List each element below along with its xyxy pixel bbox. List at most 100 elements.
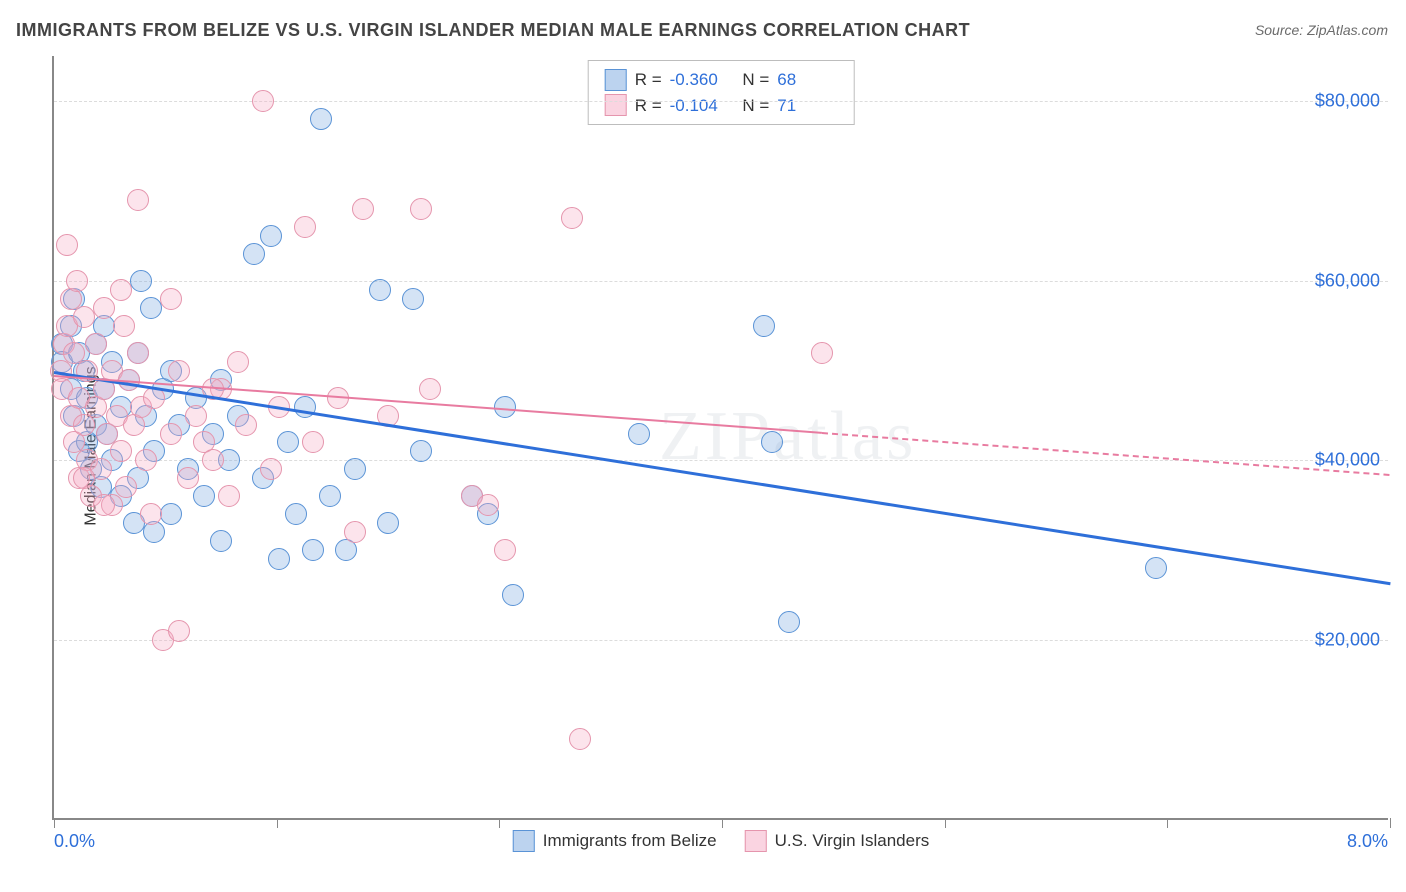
plot-area: ZIPatlas R = -0.360 N = 68R = -0.104 N =… [52, 56, 1388, 820]
scatter-point-belize [1145, 557, 1167, 579]
scatter-point-belize [494, 396, 516, 418]
scatter-point-usvi [344, 521, 366, 543]
x-tick [277, 818, 278, 828]
scatter-point-belize [160, 503, 182, 525]
scatter-point-usvi [115, 476, 137, 498]
series-legend-label: Immigrants from Belize [543, 831, 717, 851]
scatter-point-usvi [352, 198, 374, 220]
scatter-point-belize [260, 225, 282, 247]
legend-n-value: 71 [777, 93, 837, 119]
correlation-legend-row: R = -0.104 N = 71 [605, 93, 838, 119]
scatter-point-usvi [419, 378, 441, 400]
scatter-point-belize [193, 485, 215, 507]
scatter-point-usvi [73, 306, 95, 328]
legend-r-label: R = [635, 67, 662, 93]
correlation-legend-row: R = -0.360 N = 68 [605, 67, 838, 93]
trend-line [822, 432, 1390, 476]
x-tick [945, 818, 946, 828]
x-tick [54, 818, 55, 828]
legend-swatch [605, 69, 627, 91]
chart-title: IMMIGRANTS FROM BELIZE VS U.S. VIRGIN IS… [16, 20, 970, 41]
scatter-point-usvi [494, 539, 516, 561]
scatter-point-usvi [66, 270, 88, 292]
series-legend: Immigrants from Belize U.S. Virgin Island… [513, 830, 929, 852]
x-tick [1390, 818, 1391, 828]
scatter-point-usvi [160, 288, 182, 310]
legend-r-value: -0.360 [670, 67, 730, 93]
scatter-point-usvi [140, 503, 162, 525]
scatter-point-belize [344, 458, 366, 480]
scatter-point-usvi [302, 431, 324, 453]
scatter-point-usvi [93, 297, 115, 319]
legend-swatch [605, 94, 627, 116]
scatter-point-usvi [110, 279, 132, 301]
legend-swatch [745, 830, 767, 852]
legend-r-value: -0.104 [670, 93, 730, 119]
x-tick [499, 818, 500, 828]
scatter-point-usvi [252, 90, 274, 112]
scatter-point-belize [130, 270, 152, 292]
gridline [54, 640, 1388, 641]
scatter-point-usvi [202, 449, 224, 471]
scatter-point-usvi [477, 494, 499, 516]
scatter-point-usvi [135, 449, 157, 471]
source-label: Source: ZipAtlas.com [1255, 22, 1388, 38]
y-tick-label: $60,000 [1315, 270, 1380, 291]
x-tick [1167, 818, 1168, 828]
x-axis-max-label: 8.0% [1347, 831, 1388, 852]
scatter-point-belize [243, 243, 265, 265]
gridline [54, 281, 1388, 282]
scatter-point-belize [502, 584, 524, 606]
y-tick-label: $20,000 [1315, 630, 1380, 651]
scatter-point-usvi [113, 315, 135, 337]
scatter-point-usvi [811, 342, 833, 364]
scatter-point-usvi [235, 414, 257, 436]
scatter-point-belize [410, 440, 432, 462]
scatter-point-usvi [177, 467, 199, 489]
y-tick-label: $40,000 [1315, 450, 1380, 471]
correlation-legend: R = -0.360 N = 68R = -0.104 N = 71 [588, 60, 855, 125]
scatter-point-usvi [73, 467, 95, 489]
x-axis-min-label: 0.0% [54, 831, 95, 852]
scatter-point-usvi [218, 485, 240, 507]
scatter-point-usvi [168, 360, 190, 382]
scatter-point-usvi [410, 198, 432, 220]
x-tick [722, 818, 723, 828]
scatter-point-belize [761, 431, 783, 453]
scatter-point-usvi [185, 405, 207, 427]
scatter-point-usvi [93, 494, 115, 516]
scatter-point-usvi [227, 351, 249, 373]
scatter-point-usvi [294, 216, 316, 238]
scatter-point-belize [628, 423, 650, 445]
legend-r-label: R = [635, 93, 662, 119]
scatter-point-usvi [85, 333, 107, 355]
scatter-point-belize [285, 503, 307, 525]
legend-n-label: N = [738, 93, 770, 119]
scatter-point-belize [302, 539, 324, 561]
scatter-point-usvi [160, 423, 182, 445]
scatter-point-usvi [569, 728, 591, 750]
scatter-point-usvi [561, 207, 583, 229]
scatter-point-belize [778, 611, 800, 633]
scatter-point-usvi [260, 458, 282, 480]
y-tick-label: $80,000 [1315, 90, 1380, 111]
scatter-point-belize [753, 315, 775, 337]
scatter-point-usvi [168, 620, 190, 642]
scatter-point-belize [210, 530, 232, 552]
scatter-point-belize [310, 108, 332, 130]
legend-swatch [513, 830, 535, 852]
scatter-point-usvi [127, 189, 149, 211]
series-legend-item: U.S. Virgin Islanders [745, 830, 930, 852]
scatter-point-belize [277, 431, 299, 453]
scatter-point-usvi [127, 342, 149, 364]
scatter-point-usvi [56, 234, 78, 256]
scatter-point-usvi [110, 440, 132, 462]
series-legend-item: Immigrants from Belize [513, 830, 717, 852]
scatter-point-belize [402, 288, 424, 310]
chart-container: IMMIGRANTS FROM BELIZE VS U.S. VIRGIN IS… [0, 0, 1406, 892]
scatter-point-belize [319, 485, 341, 507]
scatter-point-belize [140, 297, 162, 319]
legend-n-label: N = [738, 67, 770, 93]
scatter-point-belize [369, 279, 391, 301]
series-legend-label: U.S. Virgin Islanders [775, 831, 930, 851]
